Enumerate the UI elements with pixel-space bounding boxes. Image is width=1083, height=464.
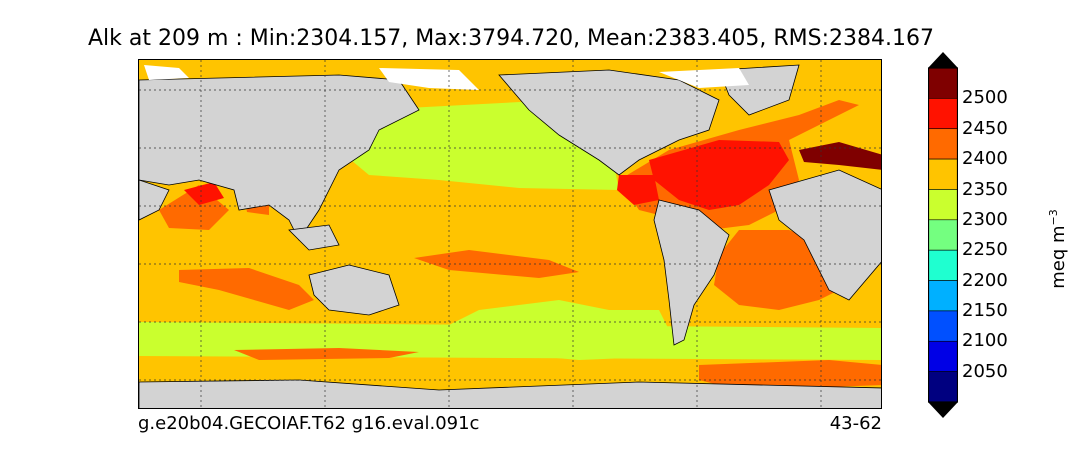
south-america-land [653,199,730,346]
colorbar-segment [928,98,958,130]
australia-land [308,264,400,316]
colorbar-tick-label: 2100 [962,330,1008,352]
se-asia-islands [288,224,340,251]
graticule [139,60,881,408]
colorbar-tick-label: 2350 [962,178,1008,200]
colorbar-tick-label: 2300 [962,208,1008,230]
colorbar-tick-label: 2050 [962,360,1008,382]
colorbar-segment [928,128,958,160]
south-indian-orange [179,268,314,310]
colorbar-tick-label: 2450 [962,117,1008,139]
sea-ice [144,65,749,90]
colorbar [928,52,958,418]
colorbar-tick-label: 2200 [962,269,1008,291]
map-panel [138,59,882,409]
colorbar-over-triangle [928,52,958,68]
colorbar-segment [928,158,958,190]
colorbar-segment [928,249,958,281]
colorbar-segment [928,340,958,372]
south-pacific-green [409,300,699,360]
case-label: g.e20b04.GECOIAF.T62 g16.eval.091c [138,413,480,434]
years-label: 43-62 [829,413,882,434]
plot-title: Alk at 209 m : Min:2304.157, Max:3794.72… [87,26,934,51]
south-pacific-orange [414,250,579,278]
colorbar-tick-label: 2150 [962,299,1008,321]
southern-orange-strip [234,348,419,360]
land-masses [139,64,881,408]
colorbar-tick-label: 2250 [962,239,1008,261]
north-atlantic-red [649,140,789,210]
mediterranean-dark-red [799,142,881,170]
arabian-red [184,182,224,205]
africa-land [768,169,881,301]
colorbar-segment [928,371,958,403]
colorbar-tick-label: 2500 [962,87,1008,109]
colorbar-segment [928,67,958,99]
colorbar-under-triangle [928,402,958,418]
north-america-land [498,69,720,176]
africa-land-east [139,179,170,221]
antarctica-land [139,379,881,408]
caribbean-red [617,175,659,205]
colorbar-units: meq m−3 [1046,209,1069,289]
ocean-field-map [139,60,881,408]
colorbar-segment [928,219,958,251]
colorbar-segment [928,280,958,312]
far-south-orange [699,360,881,390]
colorbar-segment [928,189,958,221]
colorbar-segment [928,310,958,342]
colorbar-tick-label: 2400 [962,148,1008,170]
